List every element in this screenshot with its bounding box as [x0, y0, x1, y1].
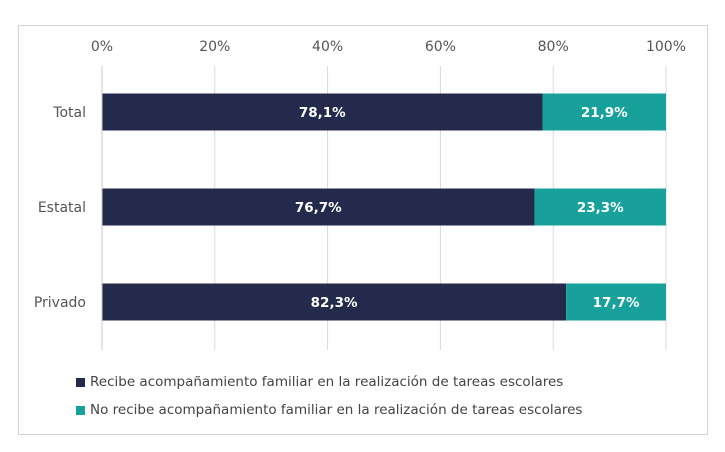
bar-segment	[566, 283, 666, 321]
x-tick-label: 20%	[199, 39, 230, 55]
data-label: 23,3%	[577, 200, 624, 216]
legend-item-recibe: Recibe acompañamiento familiar en la rea…	[76, 374, 563, 390]
bar-segment	[102, 283, 567, 321]
legend-swatch-recibe	[76, 377, 85, 387]
data-label: 21,9%	[581, 105, 628, 121]
category-label: Total	[52, 105, 86, 121]
legend-label-recibe: Recibe acompañamiento familiar en la rea…	[90, 374, 564, 390]
bar-segment	[102, 188, 535, 226]
legend-label-no-recibe: No recibe acompañamiento familiar en la …	[90, 402, 583, 418]
x-tick-label: 0%	[91, 39, 113, 55]
data-label: 82,3%	[311, 295, 358, 311]
x-tick-label: 40%	[312, 39, 343, 55]
x-tick-label: 60%	[425, 39, 456, 55]
bar-segment	[542, 93, 666, 131]
bar-segment	[102, 93, 543, 131]
x-tick-label: 80%	[538, 39, 569, 55]
legend-swatch-no-recibe	[76, 405, 85, 415]
bar-segment	[534, 188, 666, 226]
data-label: 76,7%	[295, 200, 342, 216]
data-label: 17,7%	[593, 295, 640, 311]
category-label: Privado	[34, 295, 86, 311]
x-tick-label: 100%	[646, 39, 686, 55]
legend-item-no-recibe: No recibe acompañamiento familiar en la …	[76, 402, 582, 418]
chart-frame	[18, 25, 708, 435]
category-label: Estatal	[38, 200, 86, 216]
data-label: 78,1%	[299, 105, 346, 121]
